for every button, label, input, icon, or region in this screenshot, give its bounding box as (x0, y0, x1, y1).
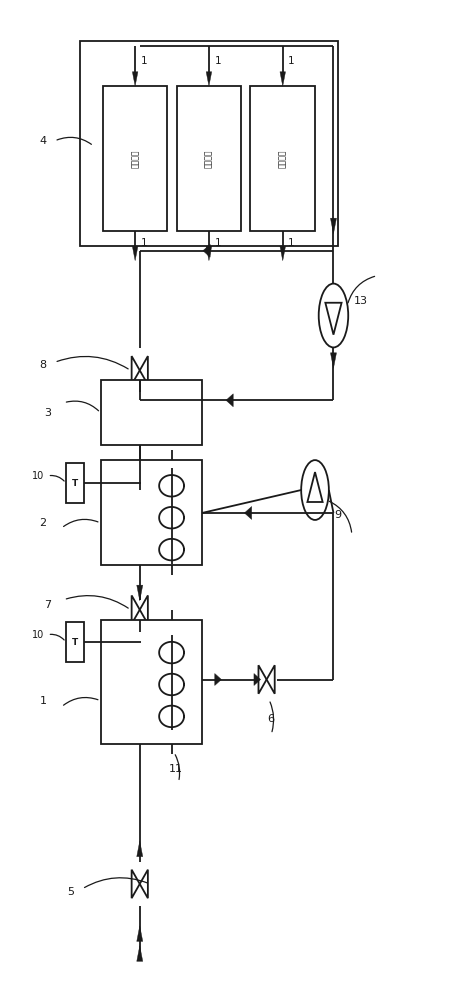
Text: 10: 10 (32, 630, 44, 640)
Text: 13: 13 (353, 296, 368, 306)
Bar (100, 460, 201, 565)
Text: 1: 1 (288, 56, 294, 66)
Bar (100, 620, 201, 744)
Bar (66, 463, 84, 503)
Polygon shape (139, 870, 148, 898)
Bar (100, 380, 201, 445)
Polygon shape (131, 356, 139, 385)
Text: 11: 11 (169, 764, 183, 774)
Text: 用戶水箱: 用戶水箱 (278, 149, 287, 168)
Text: 6: 6 (267, 714, 274, 724)
Text: T: T (72, 479, 78, 488)
Polygon shape (139, 356, 148, 385)
Text: 1: 1 (214, 238, 221, 248)
Polygon shape (139, 595, 148, 624)
Polygon shape (330, 353, 336, 368)
Polygon shape (202, 244, 210, 257)
Polygon shape (206, 72, 211, 86)
Text: 3: 3 (44, 408, 51, 418)
Text: 2: 2 (39, 518, 46, 528)
Text: 用戶水箱: 用戶水箱 (204, 149, 213, 168)
Text: 7: 7 (44, 600, 51, 610)
Text: 1: 1 (140, 56, 147, 66)
Polygon shape (206, 246, 211, 261)
Polygon shape (244, 506, 251, 519)
Text: 用戶水箱: 用戶水箱 (131, 149, 139, 168)
Polygon shape (325, 303, 341, 335)
Bar (250, 86, 314, 231)
Polygon shape (225, 394, 233, 407)
Polygon shape (131, 870, 139, 898)
Text: T: T (72, 638, 78, 647)
Circle shape (318, 284, 347, 347)
Polygon shape (258, 665, 266, 694)
Polygon shape (137, 926, 143, 941)
Text: 10: 10 (32, 471, 44, 481)
Bar (103, 86, 167, 231)
Polygon shape (137, 946, 143, 961)
Polygon shape (307, 472, 322, 502)
Bar (176, 86, 241, 231)
Polygon shape (214, 674, 221, 685)
Bar (66, 622, 84, 662)
Polygon shape (131, 595, 139, 624)
Polygon shape (266, 665, 274, 694)
Polygon shape (137, 585, 143, 601)
Polygon shape (132, 72, 138, 86)
Polygon shape (253, 674, 260, 685)
Text: 1: 1 (39, 696, 46, 706)
Text: 8: 8 (39, 360, 46, 370)
Text: 1: 1 (140, 238, 147, 248)
Text: 1: 1 (214, 56, 221, 66)
Polygon shape (279, 246, 285, 261)
Text: 5: 5 (67, 887, 74, 897)
Text: 1: 1 (288, 238, 294, 248)
Circle shape (300, 460, 328, 520)
Bar (80, 41, 338, 246)
Polygon shape (132, 246, 138, 261)
Text: 4: 4 (39, 136, 46, 146)
Text: 9: 9 (334, 510, 341, 520)
Polygon shape (137, 841, 143, 857)
Polygon shape (279, 72, 285, 86)
Polygon shape (330, 218, 336, 234)
